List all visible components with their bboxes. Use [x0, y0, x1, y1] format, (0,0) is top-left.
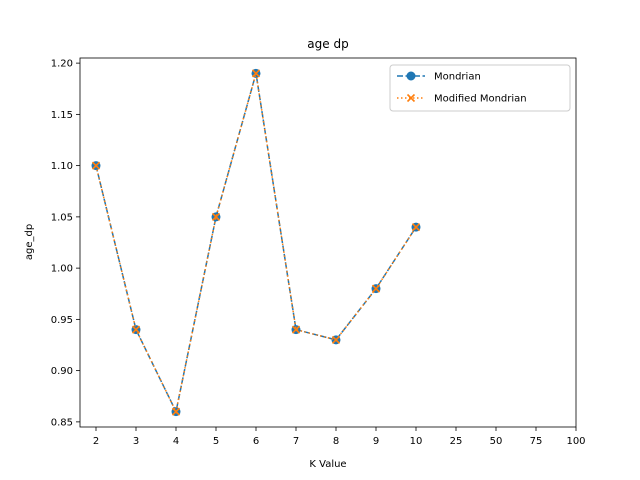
x-tick-label: 100	[566, 436, 585, 447]
marker-stroke	[371, 284, 381, 293]
x-tick-label: 8	[333, 436, 339, 447]
x-tick-label: 5	[213, 436, 219, 447]
marker-stroke	[211, 212, 221, 221]
marker-stroke	[411, 223, 421, 232]
y-tick-label: 1.15	[51, 110, 73, 121]
marker-stroke	[291, 325, 301, 334]
legend-label: Modified Mondrian	[434, 94, 527, 105]
x-tick-label: 50	[490, 436, 503, 447]
axes-frame	[79, 57, 577, 428]
data-point	[211, 212, 221, 221]
data-point	[251, 69, 261, 78]
x-tick-label: 7	[293, 436, 299, 447]
legend-marker	[406, 93, 416, 103]
y-tick-label: 1.05	[51, 212, 73, 223]
y-axis-label: age_dp	[24, 224, 35, 260]
y-tick-label: 1.00	[51, 264, 73, 275]
data-point	[371, 284, 381, 293]
x-axis-label: K Value	[309, 459, 346, 470]
legend-marker	[406, 71, 416, 81]
x-tick-label: 25	[450, 436, 463, 447]
marker-stroke	[171, 407, 181, 416]
data-point	[331, 335, 341, 344]
y-tick-label: 0.95	[51, 315, 73, 326]
marker-stroke	[406, 93, 416, 103]
data-point	[171, 407, 181, 416]
legend-label: Mondrian	[434, 72, 481, 83]
x-tick-label: 75	[530, 436, 543, 447]
legend: Mondrian Modified Mondrian	[389, 64, 571, 112]
legend-box	[389, 64, 571, 112]
marker-stroke	[251, 69, 261, 78]
x-tick-label: 9	[373, 436, 379, 447]
x-tick-label: 4	[173, 436, 179, 447]
y-tick-label: 0.85	[51, 417, 73, 428]
legend-item: Modified Mondrian	[397, 94, 527, 105]
x-tick-label: 10	[410, 436, 423, 447]
y-tick-label: 1.20	[51, 59, 73, 70]
marker-stroke	[131, 325, 141, 334]
legend-item: Mondrian	[397, 71, 481, 83]
marker-stroke	[91, 161, 101, 170]
y-tick-label: 1.10	[51, 161, 73, 172]
plot-area: 2 3 4 5 6 7 8 9 10 25 50 75 100 0.85 0.90 0.95 1.00 1.05 1…	[51, 57, 586, 447]
y-tick-label: 0.90	[51, 366, 73, 377]
data-point	[411, 223, 421, 232]
x-tick-label: 2	[93, 436, 99, 447]
chart-title: age dp	[307, 37, 348, 51]
x-tick-label: 6	[253, 436, 259, 447]
series-2	[91, 69, 421, 416]
data-point	[91, 161, 101, 170]
data-point	[131, 325, 141, 334]
data-point	[291, 325, 301, 334]
marker-stroke	[331, 335, 341, 344]
x-tick-label: 3	[133, 436, 139, 447]
